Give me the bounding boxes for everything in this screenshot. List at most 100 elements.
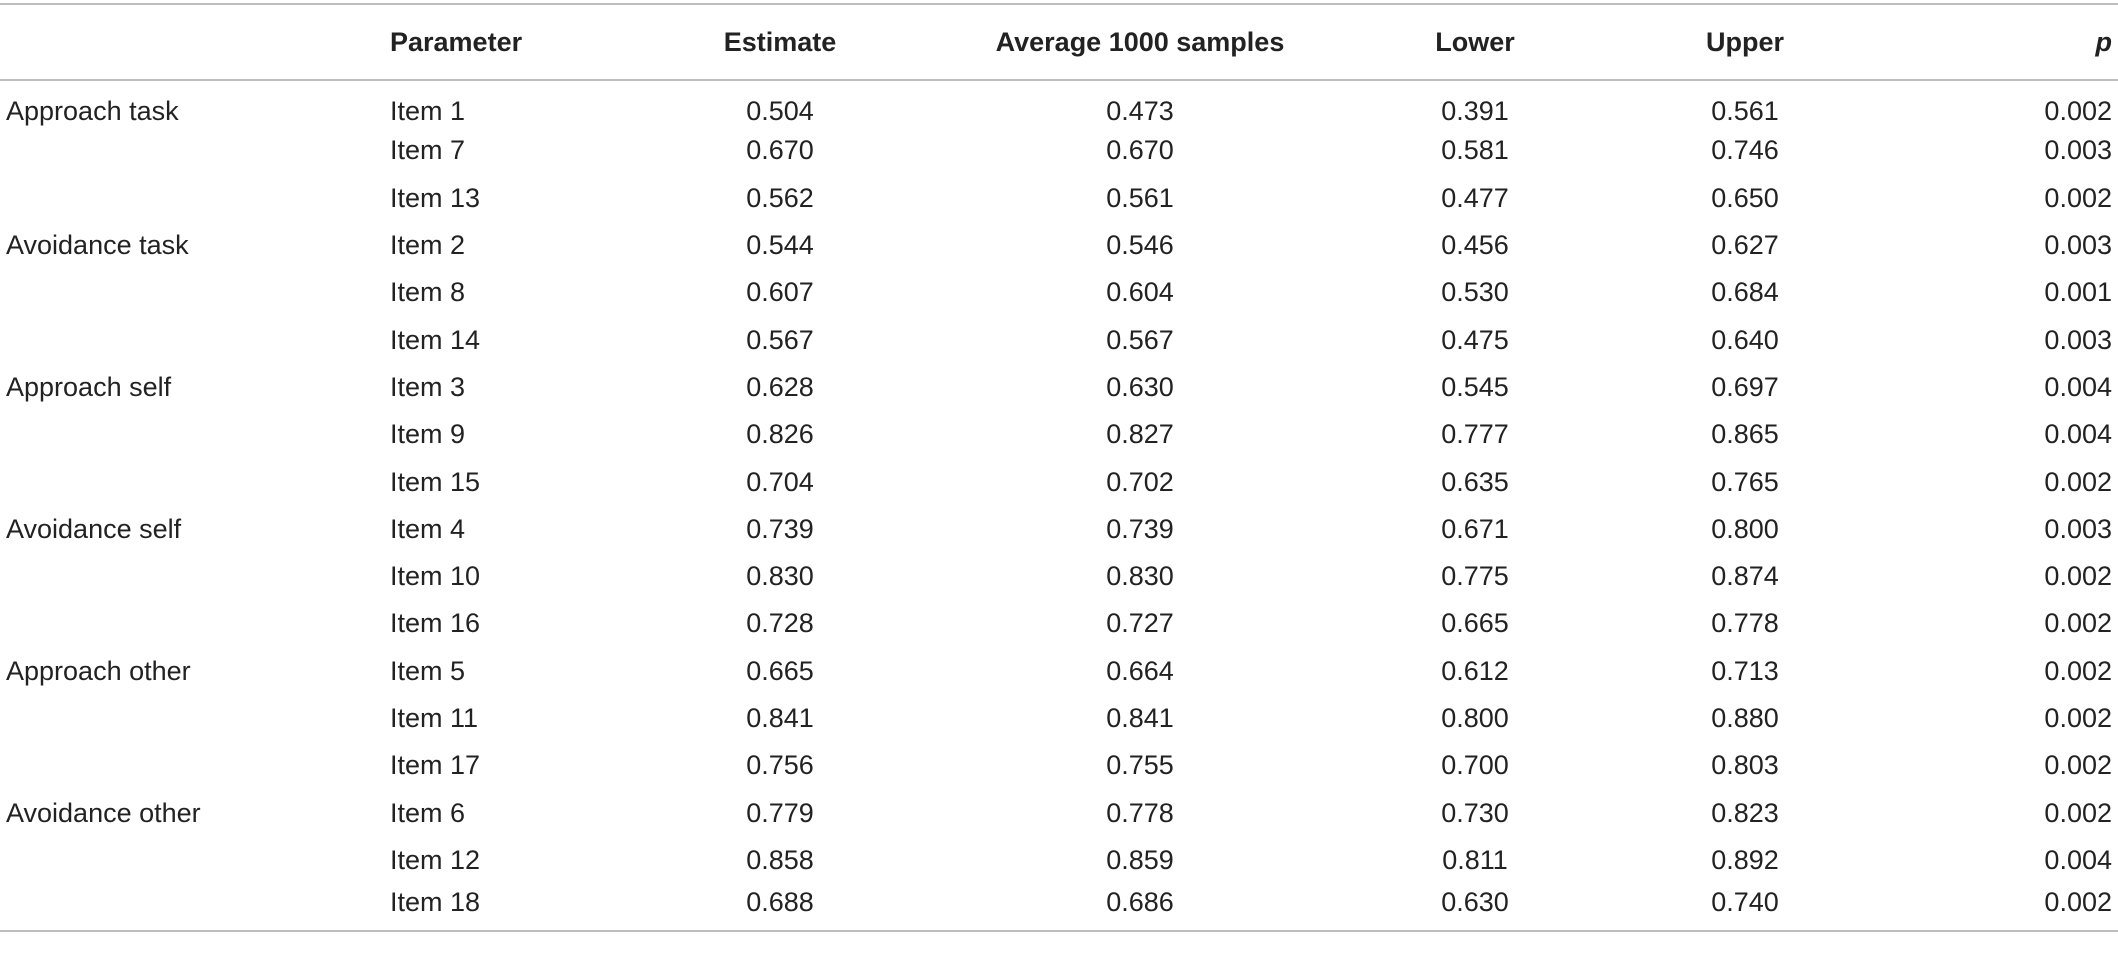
cell-group — [0, 742, 390, 789]
cell-group — [0, 316, 390, 363]
table-row: Item 15 0.704 0.702 0.635 0.765 0.002 — [0, 458, 2118, 505]
cell-p: 0.002 — [2044, 655, 2112, 686]
cell-estimate: 0.688 — [746, 886, 814, 917]
cell-group: Approach other — [6, 655, 191, 686]
cell-lower: 0.665 — [1441, 608, 1509, 639]
cell-lower: 0.391 — [1441, 95, 1509, 126]
cell-group — [0, 269, 390, 316]
table-row: Item 9 0.826 0.827 0.777 0.865 0.004 — [0, 411, 2118, 458]
cell-estimate: 0.562 — [746, 182, 814, 213]
cell-parameter: Item 6 — [390, 797, 466, 828]
cell-p: 0.002 — [2044, 608, 2112, 639]
cell-group: Approach task — [6, 95, 179, 126]
cell-upper: 0.880 — [1711, 703, 1779, 733]
cell-lower: 0.530 — [1441, 277, 1509, 308]
cell-estimate: 0.665 — [746, 655, 814, 686]
results-table: Parameter Estimate Average 1000 samples … — [0, 3, 2118, 932]
table-header: Parameter Estimate Average 1000 samples … — [0, 4, 2118, 80]
cell-upper: 0.740 — [1711, 886, 1779, 917]
cell-average: 0.827 — [1106, 419, 1174, 450]
cell-lower: 0.456 — [1441, 230, 1509, 261]
cell-lower: 0.800 — [1441, 703, 1509, 733]
table-row: Item 17 0.756 0.755 0.700 0.803 0.002 — [0, 742, 2118, 789]
header-p: p — [2095, 26, 2113, 57]
cell-upper: 0.697 — [1711, 371, 1779, 402]
cell-average: 0.778 — [1106, 797, 1174, 828]
cell-parameter: Item 2 — [390, 230, 466, 261]
cell-p: 0.001 — [2044, 277, 2112, 308]
cell-p: 0.002 — [2044, 466, 2112, 497]
cell-parameter: Item 16 — [390, 608, 481, 639]
cell-estimate: 0.704 — [746, 466, 814, 497]
cell-p: 0.002 — [2044, 703, 2112, 733]
cell-p: 0.004 — [2044, 844, 2112, 875]
cell-p: 0.003 — [2044, 324, 2112, 355]
cell-upper: 0.684 — [1711, 277, 1779, 308]
cell-group: Approach self — [6, 371, 172, 402]
cell-parameter: Item 1 — [390, 95, 466, 126]
cell-upper: 0.713 — [1711, 655, 1779, 686]
header-group — [0, 4, 390, 80]
cell-p: 0.003 — [2044, 513, 2112, 544]
cell-lower: 0.775 — [1441, 561, 1509, 592]
cell-parameter: Item 9 — [390, 419, 466, 450]
cell-average: 0.859 — [1106, 844, 1174, 875]
cell-p: 0.002 — [2044, 750, 2112, 781]
header-lower: Lower — [1435, 26, 1515, 57]
cell-average: 0.546 — [1106, 230, 1174, 261]
table-row: Item 13 0.562 0.561 0.477 0.650 0.002 — [0, 175, 2118, 222]
cell-average: 0.739 — [1106, 513, 1174, 544]
table-row: Item 8 0.607 0.604 0.530 0.684 0.001 — [0, 269, 2118, 316]
cell-parameter: Item 7 — [390, 135, 466, 166]
cell-group — [0, 837, 390, 884]
cell-parameter: Item 4 — [390, 513, 466, 544]
cell-upper: 0.823 — [1711, 797, 1779, 828]
cell-upper: 0.627 — [1711, 230, 1779, 261]
cell-p: 0.004 — [2044, 419, 2112, 450]
cell-parameter: Item 14 — [390, 324, 481, 355]
cell-parameter: Item 12 — [390, 844, 481, 875]
header-estimate: Estimate — [723, 26, 837, 57]
table-row: Item 16 0.728 0.727 0.665 0.778 0.002 — [0, 600, 2118, 647]
cell-estimate: 0.756 — [746, 750, 814, 781]
cell-group — [0, 458, 390, 505]
cell-upper: 0.874 — [1711, 561, 1779, 592]
cell-average: 0.630 — [1106, 371, 1174, 402]
cell-parameter: Item 11 — [390, 703, 479, 733]
cell-average: 0.755 — [1106, 750, 1174, 781]
table-row: Item 7 0.670 0.670 0.581 0.746 0.003 — [0, 127, 2118, 174]
cell-estimate: 0.728 — [746, 608, 814, 639]
cell-lower: 0.475 — [1441, 324, 1509, 355]
cell-p: 0.002 — [2044, 95, 2112, 126]
header-parameter: Parameter — [390, 26, 523, 57]
cell-estimate: 0.544 — [746, 230, 814, 261]
table-row: Approach other Item 5 0.665 0.664 0.612 0.713… — [0, 648, 2118, 695]
cell-lower: 0.811 — [1442, 844, 1508, 875]
cell-parameter: Item 10 — [390, 561, 481, 592]
cell-average: 0.830 — [1106, 561, 1174, 592]
cell-estimate: 0.739 — [746, 513, 814, 544]
table-row: Approach task Item 1 0.504 0.473 0.391 0.561 0… — [0, 80, 2118, 127]
cell-average: 0.473 — [1106, 95, 1174, 126]
cell-estimate: 0.567 — [746, 324, 814, 355]
header-upper: Upper — [1705, 26, 1784, 57]
cell-upper: 0.561 — [1711, 95, 1779, 126]
cell-group — [0, 600, 390, 647]
cell-upper: 0.746 — [1711, 135, 1779, 166]
table-row: Avoidance task Item 2 0.544 0.546 0.456 0.627… — [0, 222, 2118, 269]
cell-parameter: Item 3 — [390, 371, 466, 402]
cell-average: 0.670 — [1106, 135, 1174, 166]
table-row: Item 18 0.688 0.686 0.630 0.740 0.002 — [0, 884, 2118, 932]
cell-p: 0.002 — [2044, 182, 2112, 213]
table-row: Avoidance self Item 4 0.739 0.739 0.671 0.800… — [0, 506, 2118, 553]
table-row: Approach self Item 3 0.628 0.630 0.545 0.697 0… — [0, 364, 2118, 411]
table-body: Approach task Item 1 0.504 0.473 0.391 0.561 0… — [0, 80, 2118, 932]
cell-parameter: Item 17 — [390, 750, 481, 781]
cell-average: 0.841 — [1106, 703, 1174, 733]
cell-lower: 0.612 — [1441, 655, 1509, 686]
table-row: Item 10 0.830 0.830 0.775 0.874 0.002 — [0, 553, 2118, 600]
cell-estimate: 0.607 — [746, 277, 814, 308]
cell-parameter: Item 18 — [390, 886, 481, 917]
cell-upper: 0.765 — [1711, 466, 1779, 497]
cell-estimate: 0.826 — [746, 419, 814, 450]
